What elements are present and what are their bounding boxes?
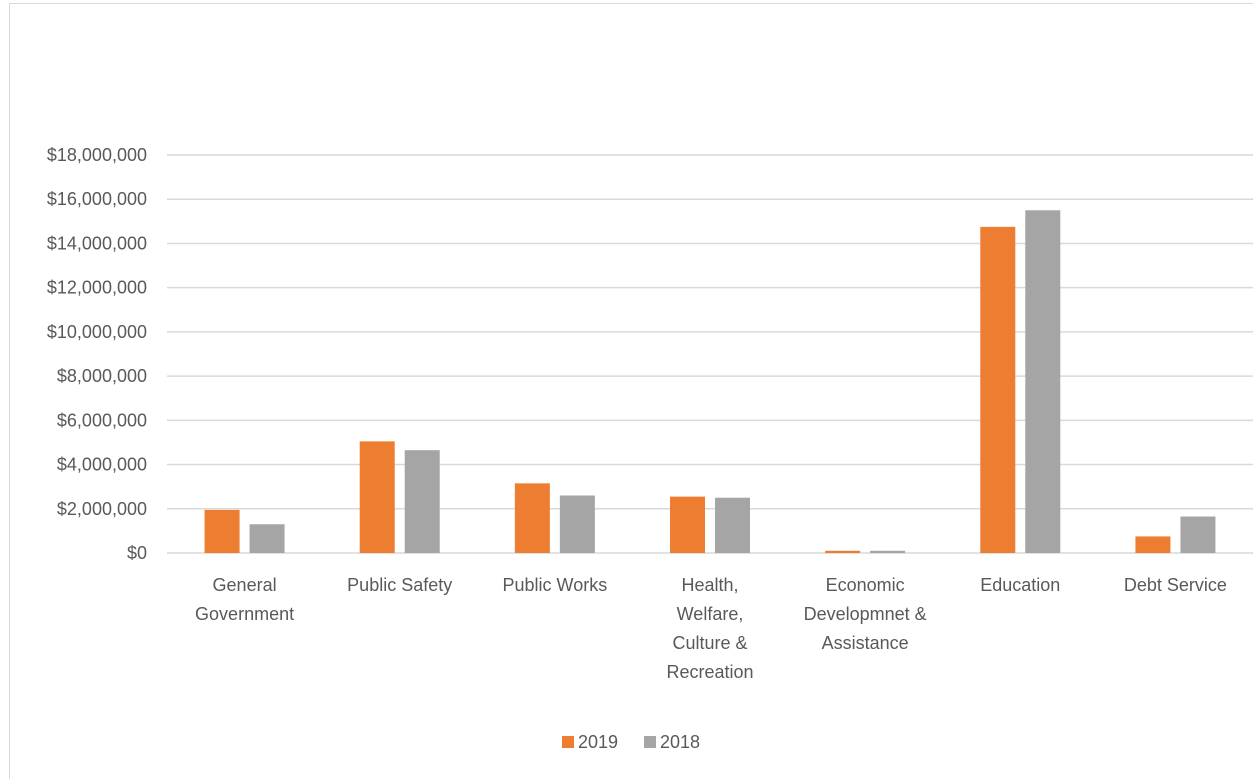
legend-label: 2018 — [660, 732, 700, 752]
x-category-label: General Government — [195, 575, 294, 624]
x-category-label-line: Education — [980, 575, 1060, 595]
y-tick-label: $2,000,000 — [57, 499, 147, 519]
x-category-label-line: General — [213, 575, 277, 595]
bar-2018 — [249, 524, 285, 553]
bar-2019 — [825, 550, 861, 553]
category-group — [204, 509, 285, 553]
bar-2018 — [715, 497, 750, 553]
x-category-label-line: Economic — [826, 575, 905, 595]
bar-2019 — [359, 441, 395, 553]
category-group — [980, 210, 1061, 553]
x-category-label-line: Culture & — [672, 633, 747, 653]
category-group — [670, 496, 750, 553]
category-group — [1135, 516, 1216, 553]
y-tick-label: $8,000,000 — [57, 366, 147, 386]
x-category-label: Debt Service — [1124, 575, 1227, 595]
bar-2019 — [1135, 536, 1171, 553]
category-group — [825, 550, 906, 553]
legend-swatch-2019 — [562, 736, 574, 748]
x-category-label-line: Recreation — [666, 662, 753, 682]
y-axis-tick-labels: $0 $2,000,000 $4,000,000 $6,000,000 $8,000,0… — [47, 145, 147, 563]
y-tick-label: $14,000,000 — [47, 233, 147, 253]
bar-2019 — [204, 509, 240, 553]
y-tick-label: $16,000,000 — [47, 189, 147, 209]
x-category-label-line: Developmnet & — [804, 604, 927, 624]
x-category-label: Economic Developmnet & Assistance — [804, 575, 927, 653]
legend-label: 2019 — [578, 732, 618, 752]
bar-2018 — [1025, 210, 1061, 553]
y-tick-label: $12,000,000 — [47, 278, 147, 298]
bar-2018 — [870, 550, 906, 553]
y-tick-label: $6,000,000 — [57, 410, 147, 430]
y-tick-label: $0 — [127, 543, 147, 563]
x-category-label-line: Welfare, — [677, 604, 744, 624]
bar-2019 — [670, 496, 705, 553]
y-tick-label: $18,000,000 — [47, 145, 147, 165]
x-category-label-line: Assistance — [822, 633, 909, 653]
bar-2018 — [404, 450, 440, 553]
bar-2019 — [514, 483, 550, 553]
x-category-label-line: Debt Service — [1124, 575, 1227, 595]
bar-2018 — [1180, 516, 1216, 553]
legend-swatch-2018 — [644, 736, 656, 748]
x-category-label: Education — [980, 575, 1060, 595]
x-category-label-line: Public Safety — [347, 575, 452, 595]
bar-2018 — [559, 495, 595, 553]
bars — [204, 210, 1216, 553]
category-group — [514, 483, 595, 553]
x-axis-category-labels: General Government Public Safety Public Wor… — [195, 575, 1227, 682]
legend: 2019 2018 — [562, 732, 700, 752]
x-category-label-line: Public Works — [503, 575, 608, 595]
x-category-label-line: Government — [195, 604, 294, 624]
category-group — [359, 441, 440, 553]
x-category-label-line: Health, — [681, 575, 738, 595]
x-category-label: Public Safety — [347, 575, 452, 595]
x-category-label: Health, Welfare, Culture & Recreation — [666, 575, 753, 682]
gridlines — [167, 154, 1253, 554]
y-tick-label: $4,000,000 — [57, 455, 147, 475]
bar-2019 — [980, 226, 1016, 553]
x-category-label: Public Works — [503, 575, 608, 595]
y-tick-label: $10,000,000 — [47, 322, 147, 342]
